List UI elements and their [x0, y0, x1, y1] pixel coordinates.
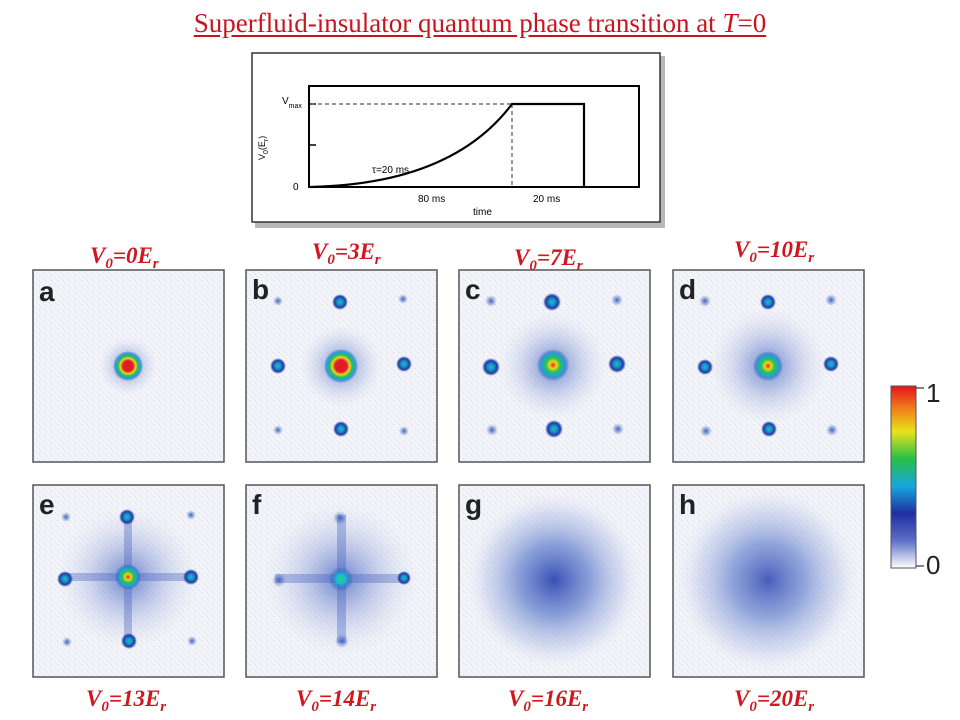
panel-h-letter: h — [679, 489, 696, 520]
ramp-xlabel: time — [473, 207, 492, 218]
panel-e-corner — [61, 512, 71, 522]
panel-f-label: V0=14Er — [296, 686, 377, 715]
panel-f-side-bottom — [335, 634, 349, 648]
panel-c-side-bottom — [545, 420, 563, 438]
ramp-ylabel: V0(Er) — [257, 136, 270, 160]
vmax-label: Vmax — [282, 96, 302, 110]
panel-g-letter: g — [465, 489, 482, 520]
panel-e-corner — [187, 636, 197, 646]
panel-g: g — [458, 484, 651, 678]
ramp-plot-axes — [308, 85, 640, 188]
panel-c-corner — [485, 295, 497, 307]
panel-d-side-bottom — [761, 421, 777, 437]
panel-f-letter: f — [252, 489, 262, 520]
tau-label: τ=20 ms — [372, 165, 409, 176]
panel-d-peak — [753, 351, 783, 381]
panel-c-corner — [612, 423, 624, 435]
panel-h-broad — [674, 486, 862, 674]
panel-b-corner — [398, 294, 408, 304]
panel-a-peak — [113, 351, 143, 381]
colorbar-gradient — [890, 385, 917, 569]
panel-h: h — [672, 484, 865, 678]
panel-b-side-top — [332, 294, 348, 310]
slide-title: Superfluid-insulator quantum phase trans… — [0, 8, 960, 39]
hold-duration-label: 20 ms — [533, 194, 560, 205]
panel-e-corner — [186, 510, 196, 520]
panel-b-letter: b — [252, 274, 269, 305]
panel-g-broad — [464, 490, 644, 670]
ramp-duration-label: 80 ms — [418, 194, 445, 205]
panel-c-letter: c — [465, 274, 481, 305]
panel-c-corner — [611, 294, 623, 306]
colorbar-min-label: 0 — [926, 550, 940, 580]
panel-a: a — [32, 269, 225, 463]
panel-e-letter: e — [39, 489, 55, 520]
panel-a-label: V0=0Er — [90, 243, 159, 272]
panel-c-peak — [537, 349, 569, 381]
panel-f-side-left — [272, 573, 286, 587]
ramp-plot: Vmax 0 V0(Er) τ=20 ms 80 ms 20 ms time — [251, 52, 665, 228]
title-suffix: =0 — [737, 8, 767, 38]
panel-e-label: V0=13Er — [86, 686, 167, 715]
ramp-curve — [310, 102, 586, 189]
panel-b-peak — [324, 349, 358, 383]
panel-b-corner — [399, 426, 409, 436]
panel-e-side-top — [119, 509, 135, 525]
panel-e-side-right — [183, 569, 199, 585]
panel-c-side-left — [482, 358, 500, 376]
panel-f-side-right — [397, 571, 411, 585]
title-prefix: Superfluid-insulator quantum phase trans… — [193, 8, 723, 38]
panel-b-corner — [273, 296, 283, 306]
panel-d-side-right — [823, 356, 839, 372]
panel-d-letter: d — [679, 274, 696, 305]
panel-b: b — [245, 269, 438, 463]
panel-b-label: V0=3Er — [312, 239, 381, 268]
panel-d-corner — [700, 425, 712, 437]
panel-b-side-bottom — [333, 421, 349, 437]
panel-f-peak — [329, 567, 353, 591]
title-T: T — [722, 8, 738, 38]
panel-c-label: V0=7Er — [514, 245, 583, 274]
panel-g-label: V0=16Er — [508, 686, 589, 715]
zero-label: 0 — [293, 182, 299, 193]
panel-e: e — [32, 484, 225, 678]
panel-c-side-top — [543, 293, 561, 311]
panel-e-corner — [62, 637, 72, 647]
ramp-plot-frame — [251, 52, 661, 223]
panel-f-side-top — [333, 511, 347, 525]
panel-d-corner — [699, 295, 711, 307]
panel-d-side-left — [697, 359, 713, 375]
panel-a-letter: a — [39, 276, 55, 307]
panel-c-corner — [486, 424, 498, 436]
panel-d-side-top — [760, 294, 776, 310]
panel-b-corner — [273, 425, 283, 435]
panel-d: d — [672, 269, 865, 463]
panel-b-side-right — [396, 356, 412, 372]
colorbar-max-label: 1 — [926, 378, 940, 408]
panel-b-side-left — [270, 358, 286, 374]
panel-d-label: V0=10Er — [734, 237, 815, 266]
panel-e-side-left — [57, 571, 73, 587]
panel-e-peak — [115, 564, 141, 590]
panel-e-side-bottom — [121, 633, 137, 649]
panel-d-corner — [825, 294, 837, 306]
colorbar: 1 0 — [890, 378, 940, 580]
panel-c: c — [458, 269, 651, 463]
panel-h-label: V0=20Er — [734, 686, 815, 715]
panel-d-corner — [826, 424, 838, 436]
panel-f: f — [245, 484, 438, 678]
panel-c-side-right — [608, 355, 626, 373]
